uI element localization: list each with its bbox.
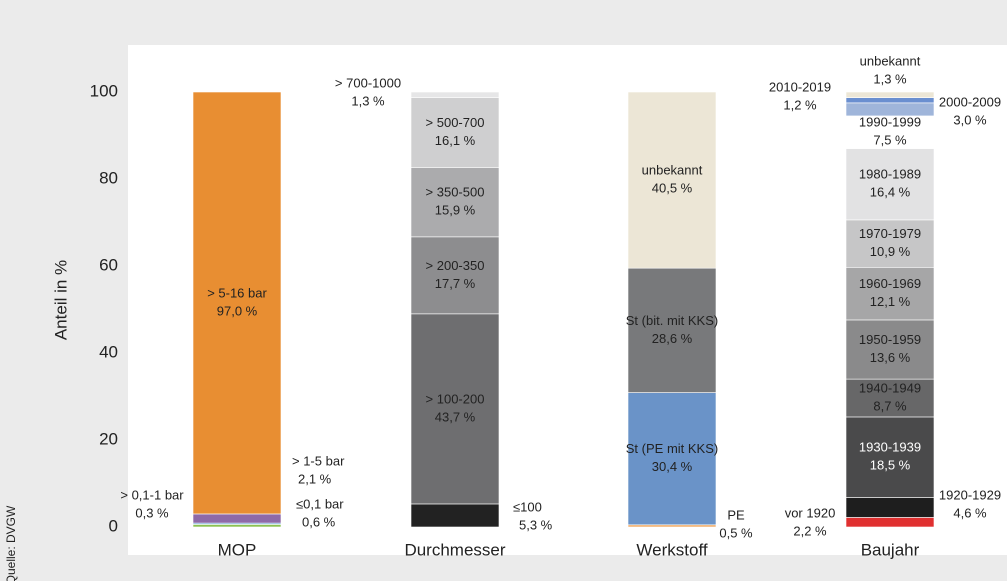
y-tick-label: 60 <box>99 255 118 274</box>
source-note: Quelle: DVGW <box>4 505 18 581</box>
bar-segment <box>627 392 717 526</box>
bar-segment <box>845 148 935 221</box>
segment-label: > 700-1000 <box>335 75 401 90</box>
segment-label: 1950-1959 <box>859 332 921 347</box>
bar-segment <box>192 91 282 515</box>
segment-value-label: 1,3 % <box>873 71 907 86</box>
x-tick-label: Durchmesser <box>404 540 505 559</box>
bar-segment <box>845 97 935 104</box>
segment-value-label: 3,0 % <box>953 112 987 127</box>
segment-value-label: 0,3 % <box>135 505 169 520</box>
segment-value-label: 1,2 % <box>783 97 817 112</box>
segment-label: St (bit. mit KKS) <box>626 313 718 328</box>
segment-value-label: 40,5 % <box>652 181 693 196</box>
segment-label: St (PE mit KKS) <box>626 441 718 456</box>
segment-value-label: 0,5 % <box>719 525 753 540</box>
segment-value-label: 30,4 % <box>652 459 693 474</box>
x-tick-label: MOP <box>218 540 257 559</box>
bar-segment <box>410 503 500 528</box>
segment-label: > 5-16 bar <box>207 285 267 300</box>
segment-label: ≤0,1 bar <box>296 496 344 511</box>
segment-value-label: 2,1 % <box>298 471 332 486</box>
segment-value-label: 7,5 % <box>873 133 907 148</box>
segment-value-label: 2,2 % <box>793 523 827 538</box>
segment-label: > 200-350 <box>426 258 485 273</box>
segment-label: vor 1920 <box>785 505 836 520</box>
segment-label: 2010-2019 <box>769 79 831 94</box>
y-axis-title: Anteil in % <box>51 260 70 340</box>
bar-segment <box>845 319 935 380</box>
segment-label: 1960-1969 <box>859 276 921 291</box>
bar-segment <box>627 524 717 528</box>
segment-label: PE <box>727 507 745 522</box>
bar-segment <box>845 102 935 117</box>
bar-segment <box>845 91 935 98</box>
segment-value-label: 1,3 % <box>351 93 385 108</box>
x-tick-label: Werkstoff <box>636 540 707 559</box>
segment-label: > 350-500 <box>426 185 485 200</box>
segment-value-label: 12,1 % <box>870 294 911 309</box>
segment-value-label: 10,9 % <box>870 244 911 259</box>
segment-label: 1930-1939 <box>859 440 921 455</box>
y-tick-label: 20 <box>99 429 118 448</box>
segment-label: 1990-1999 <box>859 115 921 130</box>
segment-label: unbekannt <box>860 53 921 68</box>
segment-label: ≤100 <box>513 499 542 514</box>
bar-segment <box>627 91 717 269</box>
bar-segment <box>410 313 500 505</box>
bar-segment <box>410 91 500 98</box>
segment-label: 1920-1929 <box>939 487 1001 502</box>
bar-segment <box>845 219 935 268</box>
segment-label: > 500-700 <box>426 115 485 130</box>
segment-label: 2000-2009 <box>939 94 1001 109</box>
segment-value-label: 8,7 % <box>873 398 907 413</box>
segment-label: > 0,1-1 bar <box>120 487 184 502</box>
y-tick-label: 0 <box>109 516 118 535</box>
segment-value-label: 5,3 % <box>519 517 553 532</box>
segment-value-label: 28,6 % <box>652 331 693 346</box>
bar-segment <box>845 497 935 518</box>
segment-value-label: 16,4 % <box>870 185 911 200</box>
bar-segment <box>410 236 500 315</box>
segment-label: 1940-1949 <box>859 380 921 395</box>
segment-label: > 1-5 bar <box>292 453 345 468</box>
bar-segment <box>845 517 935 528</box>
segment-label: unbekannt <box>642 163 703 178</box>
segment-value-label: 97,0 % <box>217 303 258 318</box>
x-tick-label: Baujahr <box>861 540 920 559</box>
segment-label: 1980-1989 <box>859 167 921 182</box>
bar-segment <box>845 115 935 149</box>
segment-value-label: 18,5 % <box>870 458 911 473</box>
bar-segment <box>627 267 717 393</box>
bar-segment <box>845 416 935 498</box>
y-tick-label: 80 <box>99 168 118 187</box>
y-tick-label: 100 <box>90 81 118 100</box>
y-tick-label: 40 <box>99 342 118 361</box>
bar-segment <box>192 524 282 528</box>
segment-value-label: 16,1 % <box>435 133 476 148</box>
segment-value-label: 15,9 % <box>435 203 476 218</box>
segment-label: 1970-1979 <box>859 226 921 241</box>
bar-segment <box>192 513 282 524</box>
segment-value-label: 13,6 % <box>870 350 911 365</box>
segment-value-label: 4,6 % <box>953 505 987 520</box>
segment-value-label: 0,6 % <box>302 514 336 529</box>
segment-label: > 100-200 <box>426 391 485 406</box>
segment-value-label: 43,7 % <box>435 409 476 424</box>
bar-segment <box>845 267 935 321</box>
segment-value-label: 17,7 % <box>435 276 476 291</box>
